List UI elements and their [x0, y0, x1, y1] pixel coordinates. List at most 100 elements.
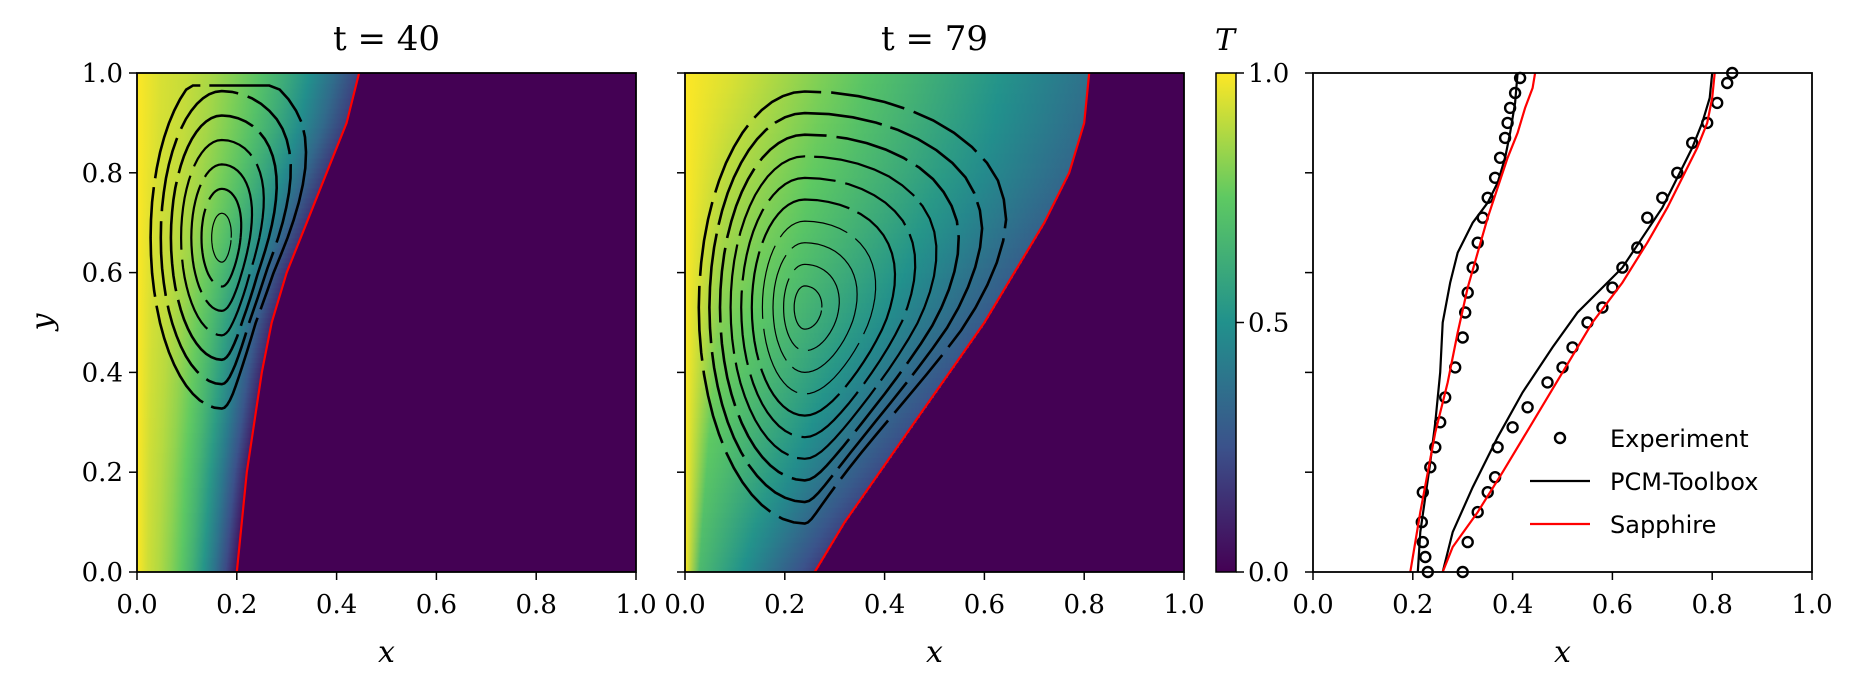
liquid-band [685, 522, 844, 528]
liquid-band [137, 497, 245, 503]
liquid-band [137, 182, 322, 189]
liquid-band [685, 297, 998, 304]
liquid-band [685, 287, 1004, 294]
liquid-band [137, 487, 246, 493]
liquid-band [137, 407, 257, 413]
liquid-band [137, 142, 338, 149]
colorbar [1215, 72, 1237, 573]
liquid-band [685, 447, 896, 453]
liquid-band [137, 237, 300, 244]
plot-frame [684, 72, 1185, 573]
x-tick-label: 0.8 [1692, 590, 1733, 620]
liquid-band [685, 352, 962, 359]
liquid-band [685, 472, 878, 478]
liquid-band [685, 477, 875, 483]
liquid-band [685, 377, 945, 383]
liquid-band [685, 247, 1028, 254]
liquid-band [685, 127, 1082, 134]
streamline [718, 133, 961, 482]
liquid-band [685, 197, 1056, 204]
liquid-band [685, 527, 841, 533]
sapphire-line [1409, 72, 1537, 573]
liquid-band [137, 432, 253, 438]
panel-title: t = 79 [881, 19, 988, 59]
liquid-band [685, 212, 1049, 219]
liquid-band [137, 462, 248, 468]
liquid-band [685, 462, 885, 468]
liquid-band [137, 122, 346, 129]
liquid-band [685, 132, 1081, 139]
x-axis-label: x [1554, 635, 1571, 670]
liquid-band [685, 162, 1072, 169]
liquid-band [137, 537, 241, 543]
liquid-band [137, 242, 298, 249]
experiment-point [1710, 96, 1724, 110]
liquid-band [137, 222, 306, 229]
liquid-band [137, 382, 260, 388]
liquid-band [685, 292, 1001, 299]
x-axis-label: x [378, 635, 395, 670]
liquid-band [137, 152, 334, 159]
liquid-band [685, 547, 829, 553]
experiment-point [1471, 236, 1484, 249]
liquid-band [137, 147, 336, 154]
liquid-band [685, 387, 938, 393]
liquid-band [685, 372, 948, 378]
heatmap-2 [685, 73, 1184, 572]
liquid-band [137, 417, 255, 423]
liquid-band [685, 467, 882, 473]
pcm-toolbox-line [1441, 72, 1714, 573]
liquid-band [137, 552, 239, 558]
liquid-band [137, 557, 239, 563]
liquid-band [685, 457, 889, 463]
experiment-point [1456, 331, 1469, 344]
liquid-band [137, 73, 359, 79]
liquid-band [685, 542, 832, 548]
liquid-band [137, 532, 241, 538]
experiment-point [1641, 211, 1654, 224]
liquid-band [137, 527, 242, 533]
experiment-point [1521, 401, 1534, 414]
liquid-band [685, 82, 1088, 89]
x-tick-label: 0.4 [1492, 590, 1533, 620]
liquid-band [137, 272, 286, 279]
liquid-band [685, 267, 1016, 274]
liquid-band [685, 502, 857, 508]
x-tick-label: 0.4 [316, 590, 357, 620]
liquid-band [685, 422, 913, 428]
liquid-band [685, 347, 966, 354]
liquid-band [685, 302, 995, 309]
liquid-band [685, 172, 1068, 179]
liquid-band [685, 192, 1058, 199]
liquid-band [137, 452, 250, 458]
liquid-band [137, 362, 264, 369]
legend-label: Sapphire [1610, 511, 1716, 539]
liquid-band [137, 542, 240, 548]
liquid-band [685, 177, 1066, 184]
x-tick-label: 0.2 [216, 590, 257, 620]
liquid-band [137, 112, 349, 119]
liquid-band [685, 152, 1075, 159]
liquid-band [137, 507, 244, 513]
liquid-band [685, 357, 959, 364]
liquid-band [137, 247, 296, 254]
liquid-band [685, 382, 941, 388]
liquid-band [137, 192, 318, 199]
liquid-band [137, 302, 277, 309]
liquid-band [685, 442, 899, 448]
melt-front-line [813, 72, 1091, 573]
experiment-point [1596, 301, 1609, 314]
streamline [729, 155, 938, 460]
liquid-band [685, 272, 1013, 279]
liquid-band [137, 232, 302, 239]
streamline [697, 90, 1008, 525]
experiment-point [1429, 441, 1442, 454]
legend-label: Experiment [1610, 425, 1749, 453]
liquid-band [137, 262, 290, 269]
liquid-band [685, 122, 1084, 129]
melt-front-line [235, 72, 361, 573]
liquid-band [137, 307, 276, 314]
colorbar-tick-label: 1.0 [1248, 59, 1289, 89]
x-tick-label: 1.0 [1791, 590, 1832, 620]
liquid-band [137, 167, 328, 174]
